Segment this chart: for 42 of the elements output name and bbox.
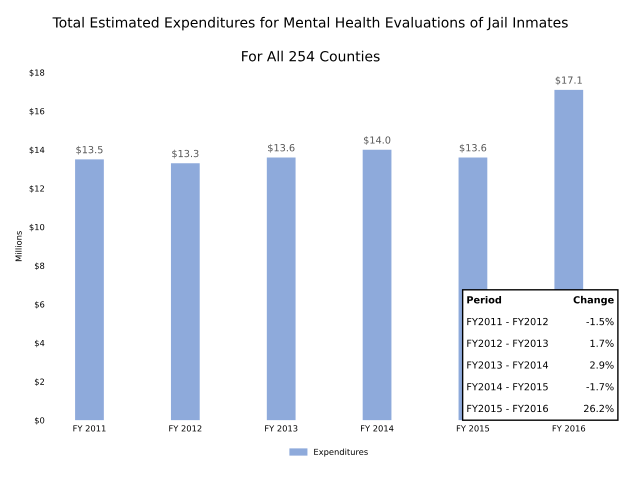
annotation: FY2011 - FY2012 <box>467 318 548 326</box>
y-tick-label: $18 <box>30 69 44 77</box>
text: $13.6 <box>460 144 486 153</box>
y-axis-title: Millions <box>15 231 22 262</box>
bar <box>266 157 296 420</box>
x-tick-label: FY 2016 <box>552 425 586 432</box>
annotation: Change <box>574 296 614 306</box>
annotation: 1.7% <box>590 340 614 347</box>
text: $14.0 <box>364 136 390 145</box>
x-tick-label: FY 2012 <box>169 425 202 432</box>
text: $13.3 <box>172 150 198 158</box>
bar <box>362 150 392 420</box>
x-tick-label: FY 2015 <box>456 425 490 432</box>
x-tick-label: FY 2011 <box>73 425 106 432</box>
annotation: FY2014 - FY2015 <box>467 383 548 390</box>
y-tick-label: $16 <box>30 108 44 116</box>
text: $13.6 <box>268 144 294 153</box>
text: $17.1 <box>556 76 582 86</box>
annotation: 2.9% <box>590 361 614 369</box>
annotation: -1.5% <box>586 318 614 326</box>
annotation: FY2015 - FY2016 <box>467 404 548 412</box>
bar <box>75 159 104 420</box>
annotation: 26.2% <box>584 404 614 412</box>
legend-label: Expenditures <box>314 448 368 457</box>
bar <box>170 163 200 420</box>
x-tick-label: FY 2013 <box>265 425 298 432</box>
y-tick-label: $0 <box>34 417 44 425</box>
annotation: -1.7% <box>586 383 614 390</box>
y-tick-label: $14 <box>30 146 44 154</box>
annotation: FY2013 - FY2014 <box>467 361 548 369</box>
chart-title: Total Estimated Expenditures for Mental Health Evaluations of Jail Inmates <box>52 16 568 30</box>
y-tick-label: $8 <box>34 262 44 270</box>
y-tick-label: $2 <box>34 378 44 386</box>
annotation: Period <box>467 296 502 304</box>
y-tick-label: $6 <box>34 301 44 309</box>
y-tick-label: $10 <box>30 224 44 232</box>
annotation: FY2012 - FY2013 <box>467 340 548 347</box>
y-tick-label: $12 <box>30 185 44 193</box>
y-tick-label: $4 <box>34 340 44 348</box>
text: $13.5 <box>76 146 103 155</box>
chart-subtitle: For All 254 Counties <box>242 50 380 62</box>
x-tick-label: FY 2014 <box>361 425 394 432</box>
